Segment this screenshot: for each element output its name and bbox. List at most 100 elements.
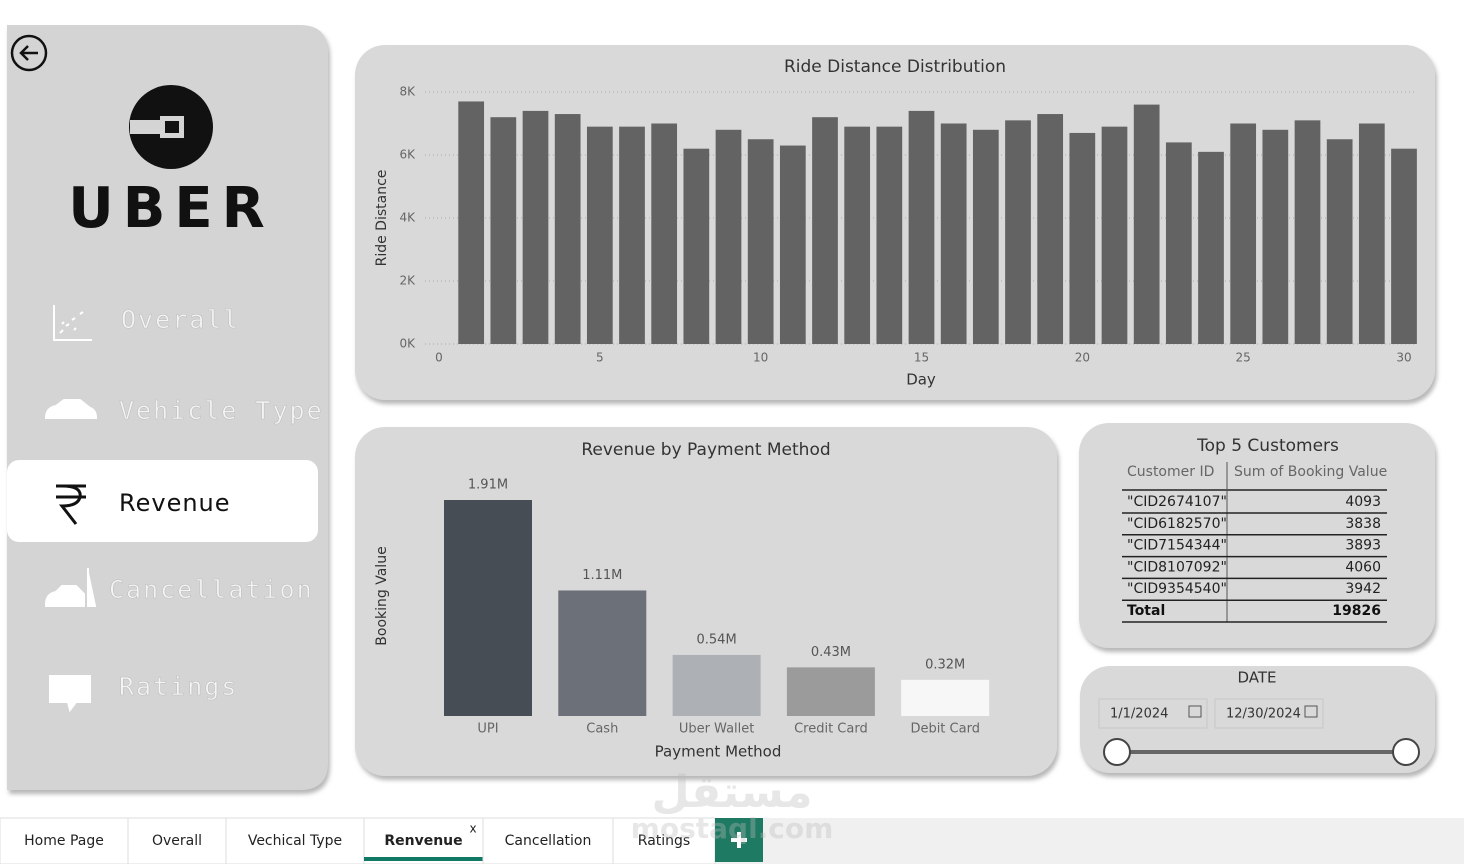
bar	[1294, 120, 1321, 344]
x-axis-label: Day	[906, 371, 936, 389]
calendar-icon	[1304, 705, 1318, 718]
nav-item[interactable]: Revenue	[119, 489, 231, 517]
tab-label[interactable]: Home Page	[24, 833, 104, 849]
nav-icons	[44, 305, 98, 713]
cell: 3942	[1345, 581, 1381, 597]
nav-item[interactable]: Vehicle Type	[119, 396, 324, 426]
x-tick-label: 20	[1075, 351, 1090, 365]
data-label: 1.91M	[468, 478, 508, 493]
nav-active-bg	[7, 460, 318, 542]
column-header: Customer ID	[1127, 464, 1214, 480]
bar	[1005, 120, 1031, 344]
calendar-icon	[1188, 705, 1202, 718]
date-value: 1/1/2024	[1110, 707, 1168, 722]
tab[interactable]	[0, 817, 129, 865]
bar	[1165, 142, 1192, 344]
x-tick-label: 0	[435, 351, 443, 365]
bar	[812, 117, 838, 344]
bar	[1133, 104, 1160, 344]
data-label: 0.32M	[925, 657, 965, 672]
bar	[1037, 114, 1064, 344]
watermark: مستقل	[652, 767, 813, 818]
bar	[1198, 151, 1224, 344]
bar	[940, 123, 967, 344]
bar	[651, 123, 678, 344]
bar	[876, 126, 903, 345]
bar	[458, 101, 485, 344]
cell: 3893	[1345, 538, 1381, 554]
tab-label[interactable]: Ratings	[638, 833, 690, 849]
x-tick-label: Credit Card	[794, 722, 868, 737]
bar	[972, 129, 999, 344]
bar	[747, 139, 774, 344]
x-tick-label: UPI	[477, 722, 498, 737]
cell: 4060	[1345, 559, 1381, 575]
date-value: 12/30/2024	[1226, 707, 1301, 722]
data-label: 0.43M	[811, 645, 851, 660]
bar	[715, 129, 742, 344]
total-cell: Total	[1127, 603, 1165, 619]
slider-handle[interactable]	[1392, 738, 1420, 766]
cell: "CID7154344"	[1127, 538, 1227, 554]
y-tick-label: 6K	[399, 148, 416, 162]
bar	[1262, 129, 1289, 344]
data-label: 0.54M	[697, 632, 737, 647]
y-tick-label: 2K	[399, 274, 416, 288]
x-tick-label: Uber Wallet	[679, 722, 755, 737]
bar	[844, 126, 871, 345]
cell: 4093	[1345, 494, 1381, 510]
nav-item[interactable]: Ratings	[119, 672, 238, 702]
bar	[1391, 148, 1417, 344]
bar	[786, 667, 875, 716]
bar	[901, 679, 990, 716]
table-title: Top 5 Customers	[1196, 436, 1339, 456]
cell: 3838	[1345, 516, 1381, 532]
y-tick-label: 0K	[399, 337, 416, 351]
bar	[558, 590, 647, 716]
x-tick-label: 15	[914, 351, 929, 365]
uber-logo	[129, 85, 213, 169]
bar	[1326, 139, 1353, 344]
x-axis-label: Payment Method	[655, 743, 782, 761]
cell: "CID6182570"	[1127, 516, 1227, 532]
cell: "CID8107092"	[1127, 559, 1227, 575]
nav-item[interactable]: Overall	[121, 305, 240, 335]
tab[interactable]	[612, 817, 716, 865]
bar	[490, 117, 517, 344]
add-icon	[731, 832, 747, 848]
tab-underline	[364, 857, 483, 861]
total-cell: 19826	[1332, 603, 1381, 619]
tab-label[interactable]: Renvenue	[384, 833, 462, 849]
cell: "CID9354540"	[1127, 581, 1227, 597]
filter-title: DATE	[1237, 669, 1276, 687]
bar	[554, 114, 581, 344]
tab-label[interactable]: Overall	[152, 833, 202, 849]
slider-handle[interactable]	[1103, 738, 1131, 766]
cell: "CID2674107"	[1127, 494, 1227, 510]
y-axis-label: Booking Value	[374, 546, 390, 645]
bar	[779, 145, 806, 344]
bar	[1230, 123, 1257, 344]
bar	[444, 500, 532, 716]
nav-item[interactable]: Cancellation	[109, 575, 314, 605]
x-tick-label: 5	[596, 351, 604, 365]
bar	[586, 126, 613, 345]
y-axis-label: Ride Distance	[374, 170, 390, 267]
y-tick-label: 4K	[399, 211, 416, 225]
tab[interactable]	[482, 817, 614, 865]
x-tick-label: 25	[1236, 351, 1251, 365]
tab-label[interactable]: Vechical Type	[248, 833, 342, 849]
tab-label[interactable]: Cancellation	[505, 833, 592, 849]
bar	[672, 654, 761, 716]
y-tick-label: 8K	[399, 85, 416, 99]
back-button[interactable]	[10, 34, 48, 72]
tab-close[interactable]: x	[469, 822, 476, 836]
x-tick-label: 10	[753, 351, 768, 365]
x-tick-label: 30	[1396, 351, 1411, 365]
logo-text: UBER	[68, 176, 274, 241]
bar	[908, 110, 935, 345]
data-label: 1.11M	[582, 568, 622, 583]
x-tick-label: Debit Card	[910, 722, 980, 737]
